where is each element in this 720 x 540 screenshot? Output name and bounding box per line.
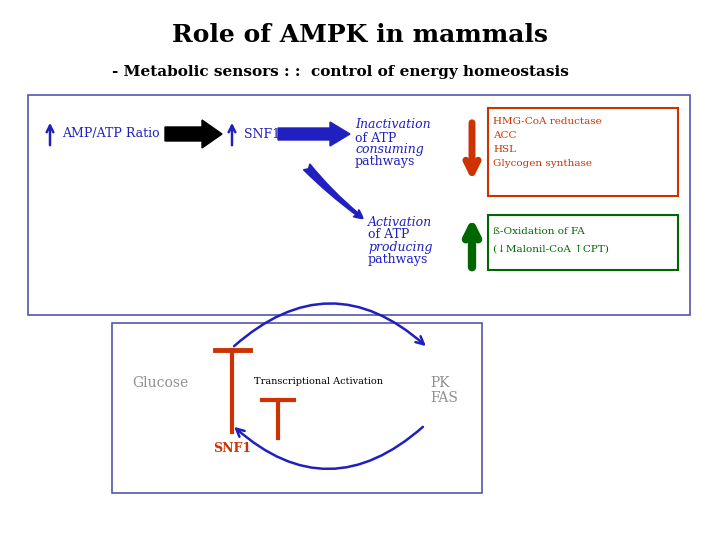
Text: pathways: pathways (368, 253, 428, 266)
Polygon shape (278, 122, 350, 146)
Text: - Metabolic sensors : :  control of energy homeostasis: - Metabolic sensors : : control of energ… (112, 65, 568, 79)
Text: FAS: FAS (430, 391, 458, 405)
Text: Activation: Activation (368, 215, 432, 228)
Text: ß-Oxidation of FA: ß-Oxidation of FA (493, 226, 585, 235)
Text: consuming: consuming (355, 144, 424, 157)
Text: SNF1: SNF1 (244, 127, 280, 140)
Text: Transcriptional Activation: Transcriptional Activation (253, 377, 382, 387)
Text: pathways: pathways (355, 156, 415, 168)
Text: of ATP: of ATP (368, 228, 410, 241)
Text: ACC: ACC (493, 132, 516, 140)
Text: of ATP: of ATP (355, 132, 397, 145)
Text: Glycogen synthase: Glycogen synthase (493, 159, 592, 168)
Bar (28, 95, 690, 315)
Text: producing: producing (368, 240, 433, 253)
Text: Glucose: Glucose (132, 376, 188, 390)
Bar (488, 108, 678, 196)
Text: Role of AMPK in mammals: Role of AMPK in mammals (172, 23, 548, 47)
Text: PK: PK (430, 376, 449, 390)
Bar (112, 323, 482, 493)
Text: SNF1: SNF1 (213, 442, 251, 455)
Polygon shape (165, 120, 222, 148)
Bar (488, 215, 678, 270)
Text: (↓Malonil-CoA ↑CPT): (↓Malonil-CoA ↑CPT) (493, 245, 609, 253)
Text: HSL: HSL (493, 145, 516, 154)
Text: AMP/ATP Ratio: AMP/ATP Ratio (62, 127, 160, 140)
Text: Inactivation: Inactivation (355, 118, 431, 132)
Text: HMG-CoA reductase: HMG-CoA reductase (493, 118, 602, 126)
